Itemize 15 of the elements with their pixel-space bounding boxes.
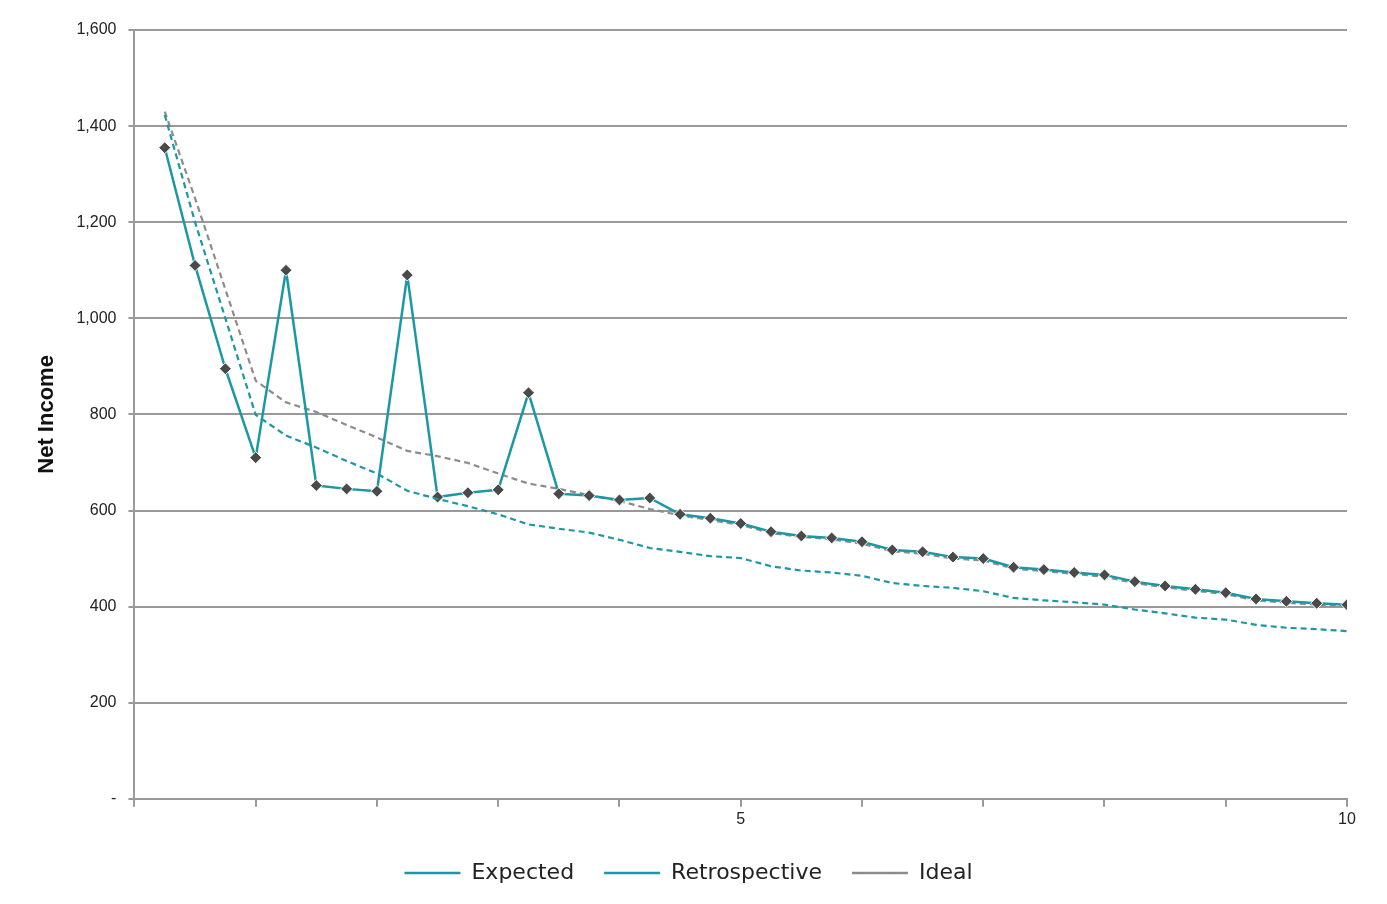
y-tick-label: 1,000 bbox=[76, 308, 117, 326]
x-tick-label: 10 bbox=[1338, 809, 1356, 827]
y-tick-label: - bbox=[111, 789, 117, 807]
legend-label: Retrospective bbox=[671, 858, 822, 884]
y-axis-title: Net Income bbox=[33, 355, 59, 474]
y-tick-label: 200 bbox=[89, 693, 117, 711]
y-tick-label: 800 bbox=[89, 404, 117, 422]
y-tick-label: 1,200 bbox=[76, 212, 117, 230]
legend-label: Ideal bbox=[918, 858, 973, 884]
y-tick-label: 600 bbox=[89, 500, 117, 518]
x-tick-label: 5 bbox=[736, 809, 746, 827]
y-tick-label: 1,400 bbox=[76, 116, 117, 134]
y-tick-label: 400 bbox=[89, 597, 117, 615]
y-tick-label: 1,600 bbox=[76, 20, 117, 38]
legend-label: Expected bbox=[471, 858, 575, 884]
